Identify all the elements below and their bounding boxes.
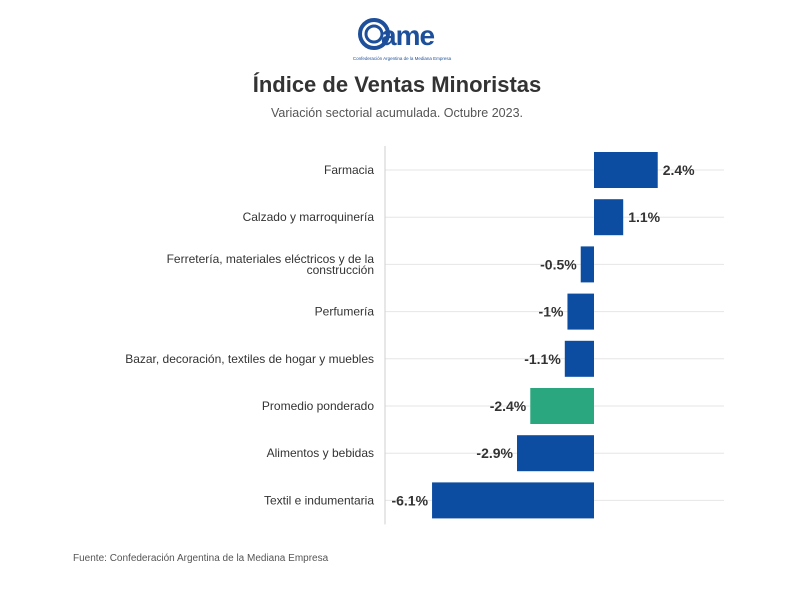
data-label: 1.1% — [628, 209, 660, 225]
category-label: Bazar, decoración, textiles de hogar y m… — [125, 352, 374, 366]
svg-text:ame: ame — [381, 20, 434, 51]
bar-5 — [564, 340, 594, 377]
category-label: Farmacia — [324, 163, 374, 177]
data-label: -0.5% — [540, 256, 577, 272]
bar-4 — [567, 293, 594, 330]
data-label: -1.1% — [524, 351, 561, 367]
data-label: -1% — [539, 304, 564, 320]
category-label: Alimentos y bebidas — [267, 446, 374, 460]
bar-3 — [580, 246, 594, 283]
data-label: 2.4% — [663, 162, 695, 178]
category-label: Calzado y marroquinería — [243, 210, 375, 224]
chart-subtitle: Variación sectorial acumulada. Octubre 2… — [271, 106, 523, 120]
bar-6 — [530, 388, 594, 424]
bar-1 — [594, 152, 658, 188]
bar-2 — [594, 199, 624, 236]
data-label: -2.9% — [476, 445, 513, 461]
chart-title: Índice de Ventas Minoristas — [252, 72, 542, 97]
bar-7 — [517, 435, 594, 472]
category-label: Perfumería — [315, 305, 375, 319]
data-label: -6.1% — [391, 492, 428, 508]
category-label: Promedio ponderado — [262, 399, 374, 413]
bar-8 — [432, 482, 594, 519]
category-label: Textil e indumentaria — [264, 493, 374, 507]
came-logo-mark: ame — [358, 18, 435, 51]
source-footer: Fuente: Confederación Argentina de la Me… — [73, 553, 329, 564]
data-label: -2.4% — [490, 398, 527, 414]
came-logo: ame — [357, 14, 447, 64]
logo-tagline: Confederación Argentina de la Mediana Em… — [352, 56, 452, 61]
category-label: Ferretería, materiales eléctricos y de l… — [167, 252, 375, 277]
